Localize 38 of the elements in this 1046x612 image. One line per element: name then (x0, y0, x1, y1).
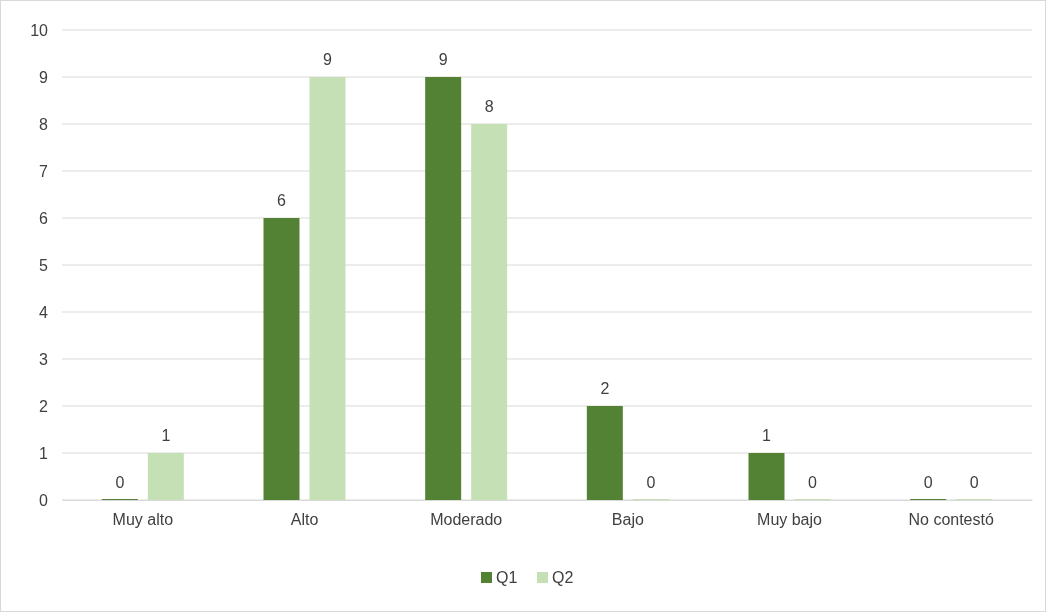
x-tick-label: Moderado (430, 511, 503, 529)
y-tick-label: 8 (39, 115, 49, 133)
x-tick-label: Bajo (611, 511, 644, 529)
x-tick-label: Muy bajo (757, 511, 823, 529)
y-tick-label: 7 (39, 162, 49, 180)
y-tick-label: 6 (39, 209, 49, 227)
data-label: 6 (277, 192, 287, 209)
data-label: 0 (808, 474, 818, 491)
x-tick-label: Alto (290, 511, 319, 529)
data-label: 1 (161, 427, 171, 444)
x-tick-label: Muy alto (112, 511, 174, 529)
data-label: 1 (762, 427, 772, 444)
x-tick-label: No contestó (908, 511, 994, 529)
data-label: 0 (923, 474, 933, 491)
bar (471, 124, 508, 500)
y-tick-label: 10 (30, 21, 49, 39)
data-label: 2 (600, 380, 610, 397)
y-tick-label: 3 (39, 350, 49, 368)
bar (748, 453, 785, 500)
bar (263, 218, 300, 500)
data-label: 9 (438, 51, 448, 68)
bar (586, 406, 623, 500)
data-label: 9 (323, 51, 333, 68)
data-label: 0 (646, 474, 656, 491)
y-tick-label: 4 (39, 303, 49, 321)
bar (147, 453, 184, 500)
legend-label: Q1 (496, 569, 518, 586)
data-label: 0 (969, 474, 979, 491)
y-tick-label: 9 (39, 68, 49, 86)
y-tick-label: 5 (39, 256, 49, 274)
y-tick-label: 2 (39, 397, 49, 415)
y-tick-label: 0 (39, 491, 49, 509)
bar (425, 77, 462, 500)
y-tick-label: 1 (39, 444, 49, 462)
data-label: 8 (484, 98, 494, 115)
data-label: 0 (115, 474, 125, 491)
legend-label: Q2 (552, 569, 574, 586)
bar (309, 77, 346, 500)
